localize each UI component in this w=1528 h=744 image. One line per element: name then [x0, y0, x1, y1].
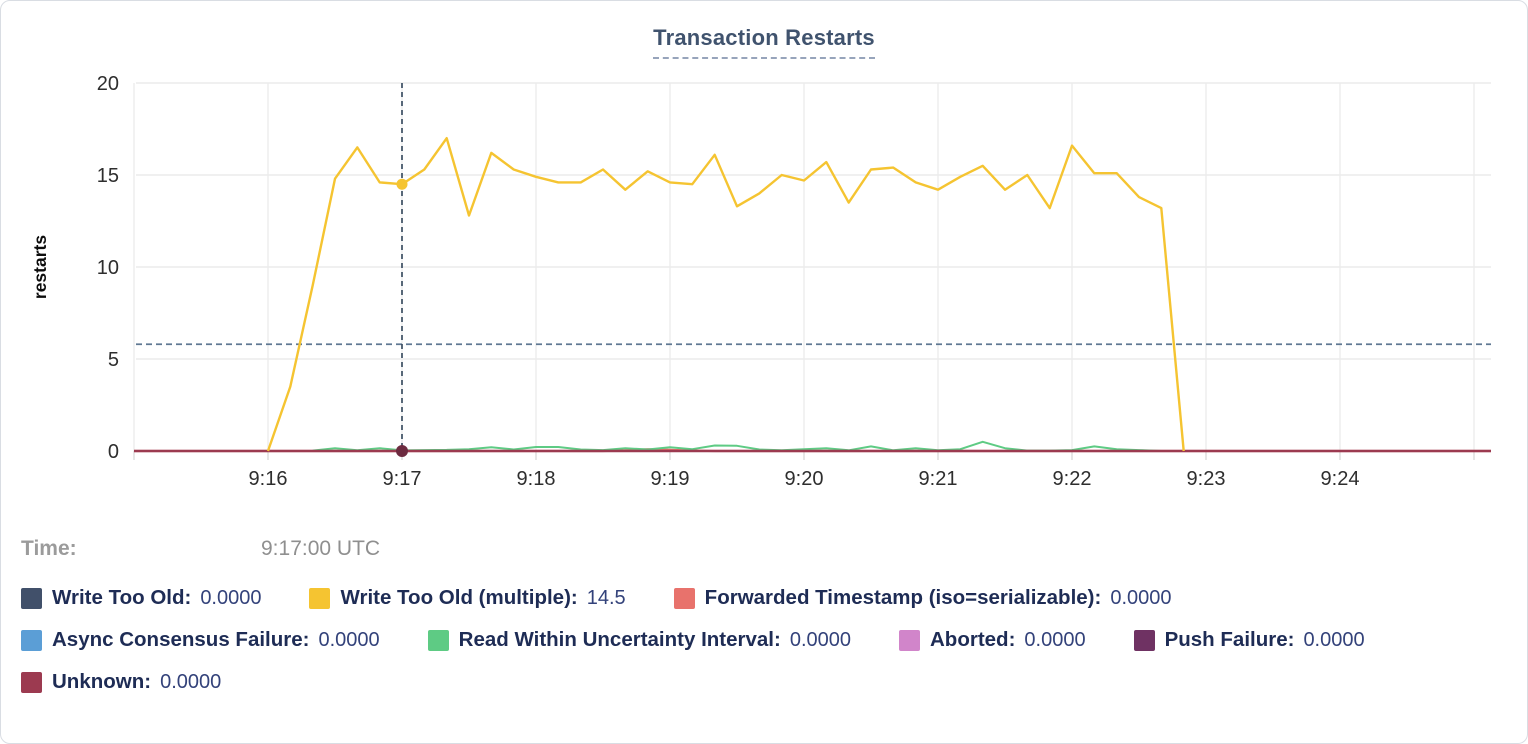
legend-value: 0.0000 — [1024, 628, 1086, 651]
read-within-uncertainty-swatch-icon — [427, 629, 449, 651]
time-label: Time: — [21, 537, 77, 560]
legend-label: Unknown: — [52, 670, 152, 693]
y-tick-label: 0 — [108, 441, 119, 463]
transaction-restarts-chart[interactable]: 0 5 10 15 20 9:16 9:17 9:18 9:19 9:20 9:21 9:22 9:23… — [1, 1, 1528, 516]
legend-item-async-consensus-failure: Async Consensus Failure: 0.0000 — [21, 628, 380, 652]
chart-title-wrap: Transaction Restarts — [1, 25, 1527, 59]
legend-item-write-too-old-multiple: Write Too Old (multiple): 14.5 — [309, 586, 626, 610]
legend-value: 0.0000 — [318, 628, 380, 651]
y-tick-label: 5 — [108, 349, 119, 371]
chart-title[interactable]: Transaction Restarts — [653, 25, 875, 59]
unknown-swatch-icon — [21, 671, 42, 693]
chart-legend: Write Too Old: 0.0000 Write Too Old (mul… — [21, 586, 1499, 694]
write-too-old-swatch-icon — [21, 587, 42, 609]
legend-value: 0.0000 — [200, 586, 262, 609]
legend-label: Write Too Old: — [52, 586, 192, 609]
y-axis-label: restarts — [30, 235, 50, 299]
legend-label: Aborted: — [930, 628, 1016, 651]
push-failure-swatch-icon — [1133, 629, 1155, 651]
legend-item-unknown: Unknown: 0.0000 — [21, 670, 221, 694]
x-tick-label: 9:23 — [1187, 468, 1226, 490]
legend-item-forwarded-timestamp: Forwarded Timestamp (iso=serializable): … — [673, 586, 1172, 610]
legend-item-aborted: Aborted: 0.0000 — [899, 628, 1086, 652]
legend-label: Read Within Uncertainty Interval: — [458, 628, 781, 651]
x-tick-label: 9:17 — [383, 468, 422, 490]
write-too-old-multiple-swatch-icon — [309, 587, 331, 609]
legend-label: Write Too Old (multiple): — [340, 586, 578, 609]
legend-value: 0.0000 — [1110, 586, 1172, 609]
y-tick-label: 20 — [97, 73, 119, 95]
legend-value: 0.0000 — [160, 670, 222, 693]
legend-label: Async Consensus Failure: — [52, 628, 310, 651]
hover-point-dot — [396, 445, 408, 457]
aborted-swatch-icon — [899, 629, 920, 651]
x-tick-label: 9:20 — [785, 468, 824, 490]
async-consensus-failure-swatch-icon — [21, 629, 42, 651]
x-tick-label: 9:19 — [651, 468, 690, 490]
legend-value: 14.5 — [586, 586, 626, 609]
x-tick-label: 9:18 — [517, 468, 556, 490]
legend-label: Push Failure: — [1164, 628, 1295, 651]
series-read-within-uncertainty-interval — [312, 440, 1162, 452]
hover-time-row: Time: 9:17:00 UTC — [21, 537, 380, 561]
legend-value: 0.0000 — [1303, 628, 1365, 651]
legend-value: 0.0000 — [789, 628, 851, 651]
legend-item-write-too-old: Write Too Old: 0.0000 — [21, 586, 261, 610]
series-write-too-old-multiple- — [266, 136, 1185, 452]
legend-item-read-within-uncertainty: Read Within Uncertainty Interval: 0.0000 — [427, 628, 851, 652]
x-tick-label: 9:21 — [919, 468, 958, 490]
x-tick-label: 9:22 — [1053, 468, 1092, 490]
legend-label: Forwarded Timestamp (iso=serializable): — [704, 586, 1102, 609]
x-tick-label: 9:16 — [249, 468, 288, 490]
x-tick-label: 9:24 — [1321, 468, 1360, 490]
hover-point-dot — [396, 178, 408, 190]
y-tick-label: 10 — [97, 257, 119, 279]
legend-item-push-failure: Push Failure: 0.0000 — [1133, 628, 1365, 652]
time-value: 9:17:00 UTC — [261, 537, 381, 560]
y-tick-label: 15 — [97, 165, 119, 187]
forwarded-timestamp-swatch-icon — [673, 587, 695, 609]
